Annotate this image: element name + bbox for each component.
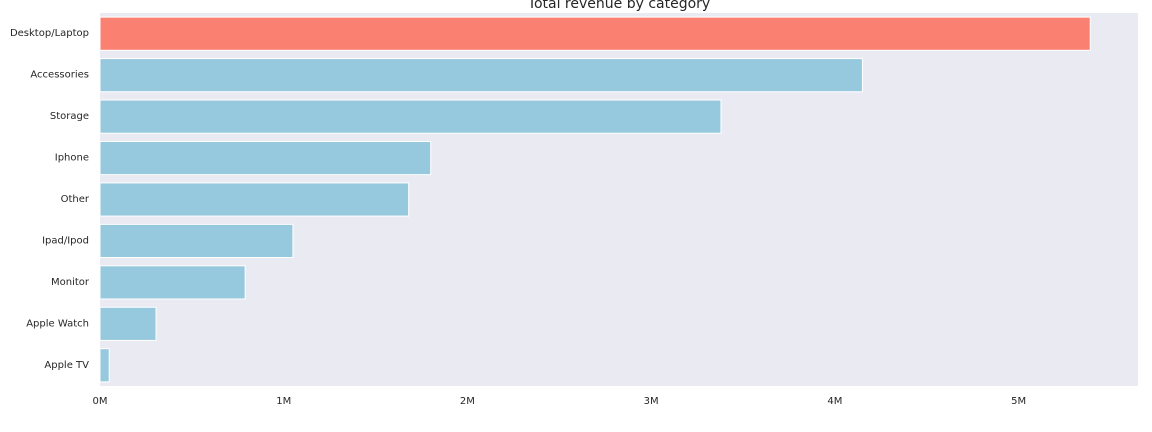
y-tick-label: Iphone bbox=[55, 153, 89, 164]
bar-storage bbox=[99, 99, 722, 134]
x-tick-label: 3M bbox=[644, 396, 659, 407]
y-tick-label: Apple TV bbox=[44, 360, 89, 371]
y-tick-label: Monitor bbox=[51, 277, 90, 288]
x-tick-labels: 0M 1M 2M 3M 4M 5M bbox=[93, 396, 1027, 407]
bar-monitor bbox=[99, 265, 246, 300]
chart-title: Total revenue by category bbox=[527, 0, 710, 12]
bar-accessories bbox=[99, 58, 863, 93]
x-tick-label: 5M bbox=[1011, 396, 1026, 407]
y-tick-label: Accessories bbox=[30, 70, 89, 81]
x-tick-label: 1M bbox=[276, 396, 291, 407]
bar-iphone bbox=[99, 140, 432, 176]
bar-group bbox=[99, 16, 1091, 383]
y-tick-label: Ipad/Ipod bbox=[42, 235, 89, 246]
bar-desktop-laptop bbox=[99, 16, 1091, 51]
x-tick-label: 4M bbox=[827, 396, 842, 407]
bar-apple-watch bbox=[99, 306, 157, 341]
y-tick-label: Other bbox=[61, 194, 90, 205]
bar-other bbox=[99, 182, 410, 217]
bar-apple-tv bbox=[99, 348, 110, 383]
x-tick-label: 0M bbox=[93, 396, 108, 407]
y-tick-labels: Desktop/Laptop Accessories Storage Iphone Ot… bbox=[10, 28, 90, 371]
y-tick-label: Desktop/Laptop bbox=[10, 28, 89, 39]
y-tick-label: Storage bbox=[50, 111, 89, 122]
bar-ipad-ipod bbox=[99, 223, 294, 259]
y-tick-label: Apple Watch bbox=[26, 318, 89, 329]
x-tick-label: 2M bbox=[460, 396, 475, 407]
